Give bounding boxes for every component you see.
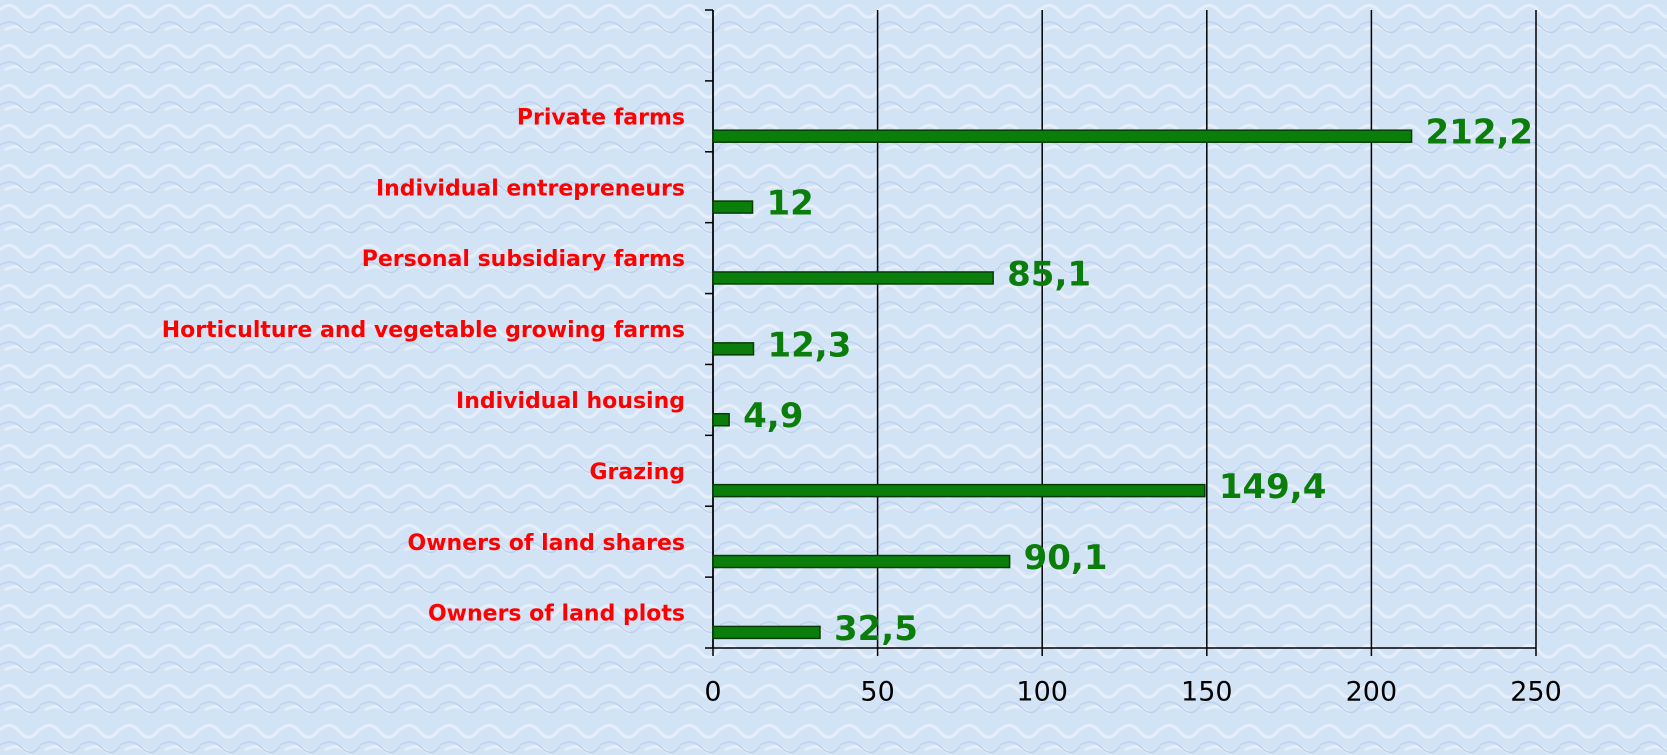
category-label: Grazing — [589, 460, 685, 485]
bar — [712, 129, 1413, 143]
value-label: 12 — [767, 184, 814, 224]
bar — [712, 412, 730, 427]
value-label: 90,1 — [1024, 538, 1108, 578]
x-tick-label: 200 — [1346, 677, 1398, 708]
category-label: Individual entrepreneurs — [376, 176, 685, 201]
value-label: 4,9 — [743, 396, 803, 436]
category-label: Owners of land shares — [408, 531, 685, 556]
category-label: Owners of land plots — [428, 602, 685, 627]
value-label: 149,4 — [1219, 467, 1327, 507]
x-tick-label: 100 — [1016, 677, 1068, 708]
bar — [712, 554, 1011, 569]
bar — [712, 342, 755, 356]
x-tick-label: 50 — [860, 677, 894, 708]
x-tick-label: 250 — [1510, 677, 1562, 708]
value-label: 12,3 — [767, 325, 851, 365]
bar — [712, 200, 754, 214]
category-label: Personal subsidiary farms — [362, 247, 685, 272]
bar — [712, 483, 1206, 498]
value-label: 85,1 — [1007, 254, 1091, 294]
category-label: Horticulture and vegetable growing farms — [162, 318, 685, 343]
category-label: Individual housing — [456, 389, 685, 414]
bar — [712, 271, 994, 285]
category-label: Private farms — [517, 105, 685, 130]
bar — [712, 625, 821, 640]
value-label: 212,2 — [1426, 113, 1534, 153]
x-tick-label: 150 — [1181, 677, 1233, 708]
x-tick-label: 0 — [704, 677, 721, 708]
value-label: 32,5 — [834, 609, 918, 649]
